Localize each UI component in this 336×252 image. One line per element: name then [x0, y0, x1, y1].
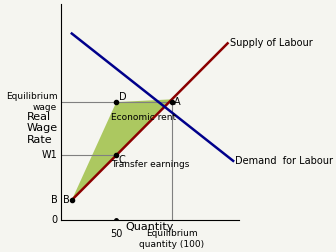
Text: A: A — [174, 97, 181, 107]
Text: 0: 0 — [51, 215, 57, 225]
Text: 50: 50 — [110, 229, 123, 239]
Text: Equilibrium
wage: Equilibrium wage — [6, 92, 57, 112]
Text: Equilibrium
quantity (100): Equilibrium quantity (100) — [139, 229, 205, 249]
Text: Economic rent: Economic rent — [111, 113, 176, 122]
Text: Supply of Labour: Supply of Labour — [230, 38, 312, 48]
Text: Demand  for Labour: Demand for Labour — [236, 156, 333, 166]
Text: C: C — [119, 155, 125, 165]
Text: B: B — [63, 195, 70, 205]
X-axis label: Quantity: Quantity — [126, 223, 174, 232]
Polygon shape — [72, 99, 172, 200]
Y-axis label: Real
Wage
Rate: Real Wage Rate — [27, 112, 58, 145]
Text: W1: W1 — [42, 150, 57, 160]
Text: B: B — [51, 195, 57, 205]
Text: D: D — [119, 92, 126, 102]
Text: Transfer earnings: Transfer earnings — [111, 160, 189, 169]
